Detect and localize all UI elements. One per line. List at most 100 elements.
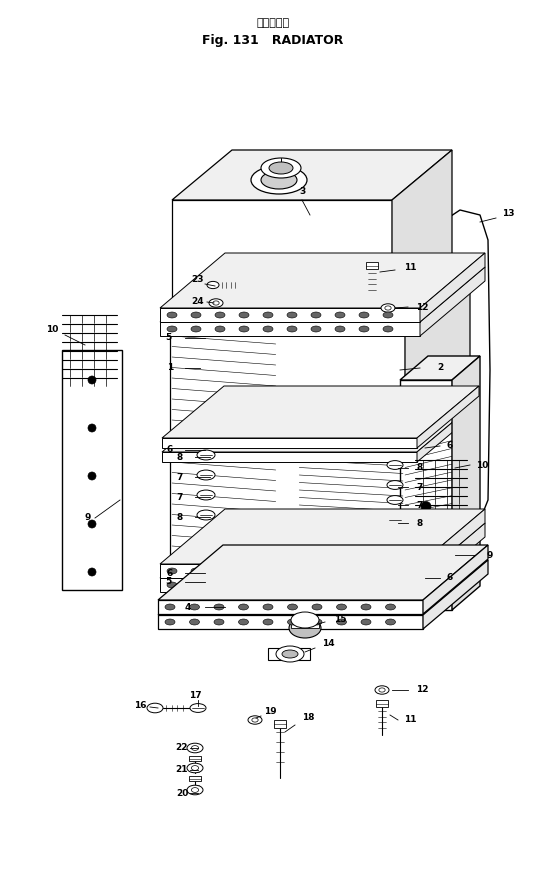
Text: 8: 8 bbox=[417, 518, 423, 527]
Text: Fig. 131   RADIATOR: Fig. 131 RADIATOR bbox=[203, 34, 343, 47]
Text: 15: 15 bbox=[334, 615, 346, 624]
Ellipse shape bbox=[187, 743, 203, 753]
Polygon shape bbox=[158, 560, 488, 615]
Text: 18: 18 bbox=[302, 714, 314, 723]
Ellipse shape bbox=[312, 619, 322, 625]
Ellipse shape bbox=[288, 619, 298, 625]
Polygon shape bbox=[158, 600, 423, 614]
Ellipse shape bbox=[197, 490, 215, 500]
Text: ラジエータ: ラジエータ bbox=[257, 18, 289, 28]
Ellipse shape bbox=[197, 510, 215, 520]
Ellipse shape bbox=[192, 788, 199, 792]
Polygon shape bbox=[268, 648, 310, 660]
Ellipse shape bbox=[379, 688, 385, 692]
Ellipse shape bbox=[165, 604, 175, 610]
Ellipse shape bbox=[311, 326, 321, 332]
Ellipse shape bbox=[252, 718, 258, 723]
Ellipse shape bbox=[335, 312, 345, 318]
Ellipse shape bbox=[263, 619, 273, 625]
Ellipse shape bbox=[88, 472, 96, 480]
Ellipse shape bbox=[311, 568, 321, 574]
Ellipse shape bbox=[287, 326, 297, 332]
Ellipse shape bbox=[239, 312, 249, 318]
Ellipse shape bbox=[197, 470, 215, 480]
Polygon shape bbox=[170, 310, 405, 610]
Polygon shape bbox=[452, 356, 480, 610]
Text: 10: 10 bbox=[46, 326, 58, 334]
Text: 7: 7 bbox=[417, 500, 423, 509]
Polygon shape bbox=[160, 523, 485, 578]
Polygon shape bbox=[405, 255, 470, 610]
Ellipse shape bbox=[187, 785, 203, 795]
Text: 4: 4 bbox=[185, 602, 191, 612]
Bar bbox=[376, 700, 388, 707]
Text: 12: 12 bbox=[416, 302, 428, 311]
Ellipse shape bbox=[191, 312, 201, 318]
Ellipse shape bbox=[215, 312, 225, 318]
Ellipse shape bbox=[215, 582, 225, 588]
Polygon shape bbox=[423, 560, 488, 629]
Text: 7: 7 bbox=[177, 473, 183, 482]
Ellipse shape bbox=[191, 568, 201, 574]
Polygon shape bbox=[170, 255, 470, 310]
Ellipse shape bbox=[335, 582, 345, 588]
Text: 11: 11 bbox=[403, 715, 416, 724]
Text: 16: 16 bbox=[134, 700, 146, 709]
Polygon shape bbox=[162, 438, 417, 448]
Polygon shape bbox=[392, 150, 452, 310]
Text: 8: 8 bbox=[177, 452, 183, 461]
Ellipse shape bbox=[167, 568, 177, 574]
Ellipse shape bbox=[88, 376, 96, 384]
Text: 17: 17 bbox=[189, 690, 201, 699]
Text: 8: 8 bbox=[417, 464, 423, 473]
Polygon shape bbox=[400, 380, 452, 610]
Ellipse shape bbox=[214, 619, 224, 625]
Text: 5: 5 bbox=[165, 334, 171, 343]
Polygon shape bbox=[417, 386, 479, 448]
Ellipse shape bbox=[383, 312, 393, 318]
Text: 6: 6 bbox=[167, 445, 173, 455]
Ellipse shape bbox=[375, 686, 389, 694]
Bar bbox=[366, 262, 378, 269]
Ellipse shape bbox=[239, 568, 249, 574]
Ellipse shape bbox=[387, 496, 403, 504]
Polygon shape bbox=[417, 400, 479, 462]
Ellipse shape bbox=[239, 619, 248, 625]
Ellipse shape bbox=[239, 582, 249, 588]
Ellipse shape bbox=[269, 162, 293, 174]
Text: 7: 7 bbox=[177, 492, 183, 501]
Ellipse shape bbox=[263, 326, 273, 332]
Text: 22: 22 bbox=[176, 744, 188, 753]
Ellipse shape bbox=[215, 568, 225, 574]
Ellipse shape bbox=[335, 568, 345, 574]
Ellipse shape bbox=[287, 582, 297, 588]
Text: 7: 7 bbox=[417, 483, 423, 491]
Ellipse shape bbox=[282, 650, 298, 658]
Ellipse shape bbox=[165, 619, 175, 625]
Ellipse shape bbox=[88, 520, 96, 528]
Polygon shape bbox=[420, 253, 485, 322]
Ellipse shape bbox=[190, 704, 206, 713]
Bar bbox=[274, 720, 286, 728]
Text: 1: 1 bbox=[167, 364, 173, 373]
Ellipse shape bbox=[336, 604, 347, 610]
Polygon shape bbox=[400, 356, 480, 380]
Text: 14: 14 bbox=[322, 639, 334, 648]
Ellipse shape bbox=[215, 326, 225, 332]
Ellipse shape bbox=[335, 326, 345, 332]
Text: 24: 24 bbox=[192, 298, 204, 307]
Ellipse shape bbox=[263, 312, 273, 318]
Ellipse shape bbox=[167, 582, 177, 588]
Ellipse shape bbox=[336, 619, 347, 625]
Ellipse shape bbox=[361, 604, 371, 610]
Text: 6: 6 bbox=[447, 442, 453, 450]
Ellipse shape bbox=[147, 703, 163, 713]
Text: 23: 23 bbox=[192, 276, 204, 285]
Text: 6: 6 bbox=[167, 568, 173, 577]
Ellipse shape bbox=[359, 568, 369, 574]
Ellipse shape bbox=[359, 326, 369, 332]
Text: 13: 13 bbox=[502, 209, 514, 218]
Bar bbox=[189, 776, 201, 781]
Ellipse shape bbox=[167, 312, 177, 318]
Text: 11: 11 bbox=[403, 263, 416, 272]
